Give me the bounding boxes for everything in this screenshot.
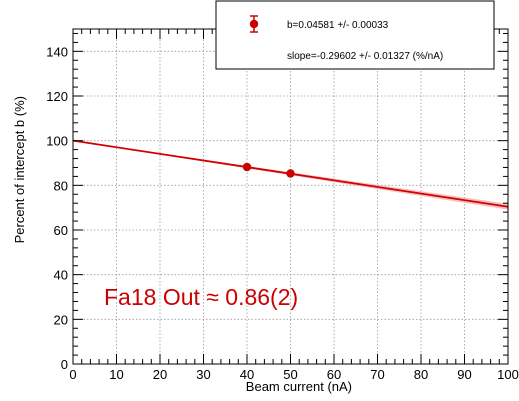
x-tick-label: 30	[196, 367, 210, 382]
y-tick-label: 120	[46, 89, 68, 104]
legend: b=0.04581 +/- 0.00033 slope=-0.29602 +/-…	[215, 0, 495, 70]
y-tick-label: 100	[46, 134, 68, 149]
y-axis-title: Percent of intercept b (%)	[12, 96, 27, 243]
x-tick-label: 90	[457, 367, 471, 382]
x-tick-label: 50	[283, 367, 297, 382]
legend-entry-slope: slope=-0.29602 +/- 0.01327 (%/nA)	[287, 51, 443, 62]
x-tick-label: 60	[327, 367, 341, 382]
data-point	[242, 162, 252, 172]
y-tick-label: 0	[61, 357, 68, 372]
data-point	[286, 169, 295, 178]
legend-marker	[249, 15, 259, 33]
x-tick-label: 0	[69, 367, 76, 382]
x-tick-label: 40	[240, 367, 254, 382]
y-tick-label: 80	[54, 178, 68, 193]
x-tick-labels: 0 10 20 30 40 50 60 70 80 90 100	[69, 367, 518, 382]
y-tick-label: 60	[54, 223, 68, 238]
x-tick-label: 80	[414, 367, 428, 382]
x-tick-label: 10	[109, 367, 123, 382]
x-tick-label: 70	[370, 367, 384, 382]
data-points	[242, 162, 295, 178]
y-tick-label: 140	[46, 44, 68, 59]
legend-entry-intercept: b=0.04581 +/- 0.00033	[287, 20, 389, 31]
y-tick-label: 20	[54, 312, 68, 327]
y-tick-labels: 0 20 40 60 80 100 120 140	[46, 44, 68, 372]
annotation-text: Fa18 Out ≈ 0.86(2)	[104, 284, 298, 310]
x-axis-title: Beam current (nA)	[246, 379, 352, 394]
legend-box	[215, 0, 495, 70]
y-tick-label: 40	[54, 268, 68, 283]
x-tick-label: 100	[497, 367, 519, 382]
x-tick-label: 20	[153, 367, 167, 382]
